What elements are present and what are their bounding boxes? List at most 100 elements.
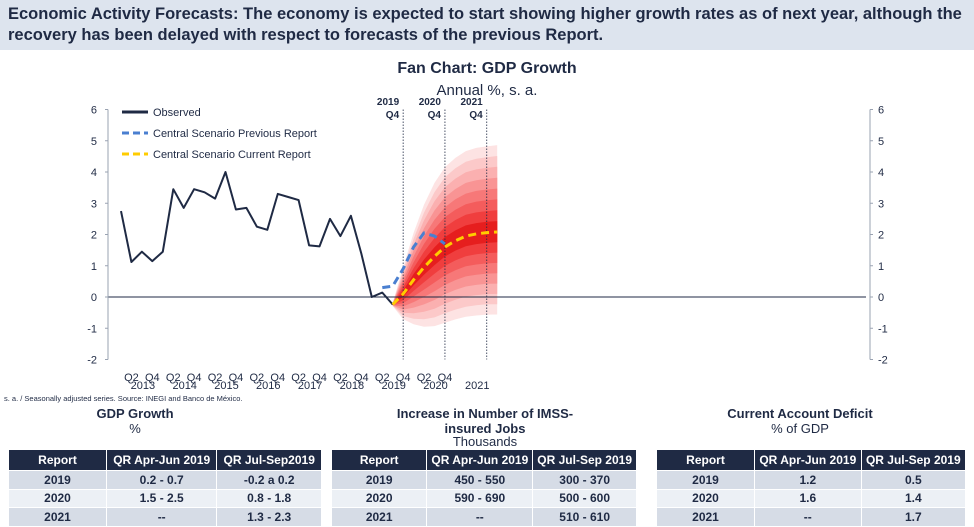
y-tick-label-right: 2 <box>878 230 884 242</box>
y-tick-label-right: 0 <box>878 292 884 304</box>
chart-subtitle: Annual %, s. a. <box>436 82 538 99</box>
x-tick-label: Q2 <box>333 372 348 384</box>
table-title-text: Current Account Deficit <box>727 406 873 421</box>
y-tick-label: 3 <box>91 198 97 210</box>
slide-title: Economic Activity Forecasts: The economy… <box>8 5 962 44</box>
imss-jobs-table: Report QR Apr-Jun 2019 QR Jul-Sep 2019 2… <box>330 449 637 527</box>
table-cell: 1.3 - 2.3 <box>216 507 322 527</box>
table-subtitle: % <box>129 421 141 436</box>
table-cell: -- <box>105 507 218 527</box>
y-tick-label-right: 6 <box>878 105 884 117</box>
x-tick-label: Q4 <box>312 372 327 384</box>
table-row: 2019 0.2 - 0.7 -0.2 a 0.2 <box>8 470 322 490</box>
slide-header: Economic Activity Forecasts: The economy… <box>0 0 974 50</box>
table-row: 2020 590 - 690 500 - 600 <box>330 488 637 508</box>
table-header: QR Apr-Jun 2019 <box>426 449 534 471</box>
gdp-growth-table: Report QR Apr-Jun 2019 QR Jul-Sep2019 20… <box>8 449 322 527</box>
table-cell: 450 - 550 <box>426 470 534 490</box>
table-row: 2021 -- 510 - 610 <box>330 507 637 527</box>
fan-band <box>392 221 498 305</box>
table-cell: 2020 <box>330 488 428 508</box>
table-row: 2021 -- 1.7 <box>656 507 967 527</box>
table-cell: 300 - 370 <box>532 470 637 490</box>
source-note: s. a. / Seasonally adjusted series. Sour… <box>4 394 243 403</box>
x-tick-label: Q2 <box>208 372 223 384</box>
table-cell: 2021 <box>656 507 755 527</box>
table-cell: 0.8 - 1.8 <box>216 488 322 508</box>
x-year-label: 2017 <box>298 380 322 392</box>
table-subtitle: Thousands <box>452 434 518 449</box>
y-tick-label-right: 5 <box>878 136 884 148</box>
x-year-label: 2015 <box>214 380 238 392</box>
x-tick-label: Q2 <box>124 372 139 384</box>
series-line <box>120 171 394 306</box>
x-tick-label: Q4 <box>229 372 244 384</box>
table-row: 2019 1.2 0.5 <box>656 470 967 490</box>
table-cell: 2020 <box>656 488 755 508</box>
legend-label: Central Scenario Current Report <box>153 149 311 161</box>
y-tick-label: 4 <box>91 167 97 179</box>
series-line <box>391 230 498 306</box>
x-tick-label: Q4 <box>438 372 453 384</box>
table-cell: 1.6 <box>754 488 862 508</box>
table-header: Report <box>8 449 107 471</box>
y-tick-label: 2 <box>91 230 97 242</box>
table-title-jobs: Increase in Number of IMSS-insured Jobs … <box>390 406 580 448</box>
marker-quarter-label: Q4 <box>386 110 400 121</box>
table-cell: 0.5 <box>860 470 967 490</box>
marker-year-label: 2020 <box>419 97 442 108</box>
x-tick-label: Q2 <box>166 372 181 384</box>
x-tick-label: Q2 <box>417 372 432 384</box>
x-tick-label: Q4 <box>145 372 160 384</box>
table-cell: 1.4 <box>860 488 967 508</box>
y-tick-label: 1 <box>91 261 97 273</box>
x-tick-label: Q2 <box>375 372 390 384</box>
table-row: 2020 1.6 1.4 <box>656 488 967 508</box>
marker-quarter-label: Q4 <box>469 110 483 121</box>
table-row: 2020 1.5 - 2.5 0.8 - 1.8 <box>8 488 322 508</box>
table-header: QR Jul-Sep 2019 <box>860 449 967 471</box>
x-year-label: 2016 <box>256 380 280 392</box>
table-cell: 2021 <box>8 507 107 527</box>
y-tick-label: 6 <box>91 105 97 117</box>
table-cell: 2019 <box>330 470 428 490</box>
x-tick-label: Q4 <box>187 372 202 384</box>
table-header: QR Apr-Jun 2019 <box>105 449 218 471</box>
y-tick-label: -2 <box>87 355 97 367</box>
table-cell: 0.2 - 0.7 <box>105 470 218 490</box>
series-line <box>382 231 446 290</box>
table-cell: 500 - 600 <box>532 488 637 508</box>
marker-year-label: 2019 <box>377 97 400 108</box>
table-cell: 2019 <box>8 470 107 490</box>
table-title-current-account: Current Account Deficit % of GDP <box>700 406 900 436</box>
legend-label: Central Scenario Previous Report <box>153 128 317 140</box>
table-cell: 1.7 <box>860 507 967 527</box>
current-account-table: Report QR Apr-Jun 2019 QR Jul-Sep 2019 2… <box>656 449 967 527</box>
table-cell: 2020 <box>8 488 107 508</box>
table-cell: 510 - 610 <box>532 507 637 527</box>
table-cell: 2019 <box>656 470 755 490</box>
x-year-label: 2014 <box>172 380 196 392</box>
table-cell: 1.2 <box>754 470 862 490</box>
table-cell: 590 - 690 <box>426 488 534 508</box>
x-tick-label: Q4 <box>354 372 369 384</box>
x-tick-label: Q2 <box>250 372 265 384</box>
table-cell: 2021 <box>330 507 428 527</box>
table-header: Report <box>330 449 428 471</box>
table-cell: 1.5 - 2.5 <box>105 488 218 508</box>
y-tick-label-right: -1 <box>878 323 888 335</box>
table-title-text: GDP Growth <box>96 406 174 421</box>
table-title-text: Increase in Number of IMSS-insured Jobs <box>396 406 574 436</box>
marker-year-label: 2021 <box>461 97 484 108</box>
table-header: QR Jul-Sep2019 <box>216 449 322 471</box>
y-tick-label-right: 4 <box>878 167 884 179</box>
table-header: QR Jul-Sep 2019 <box>532 449 637 471</box>
x-year-label: 2021 <box>465 380 489 392</box>
table-cell: -- <box>426 507 534 527</box>
table-header: QR Apr-Jun 2019 <box>754 449 862 471</box>
x-year-label: 2019 <box>381 380 405 392</box>
y-tick-label: -1 <box>87 323 97 335</box>
chart-title: Fan Chart: GDP Growth <box>397 60 577 77</box>
y-tick-label-right: -2 <box>878 355 888 367</box>
